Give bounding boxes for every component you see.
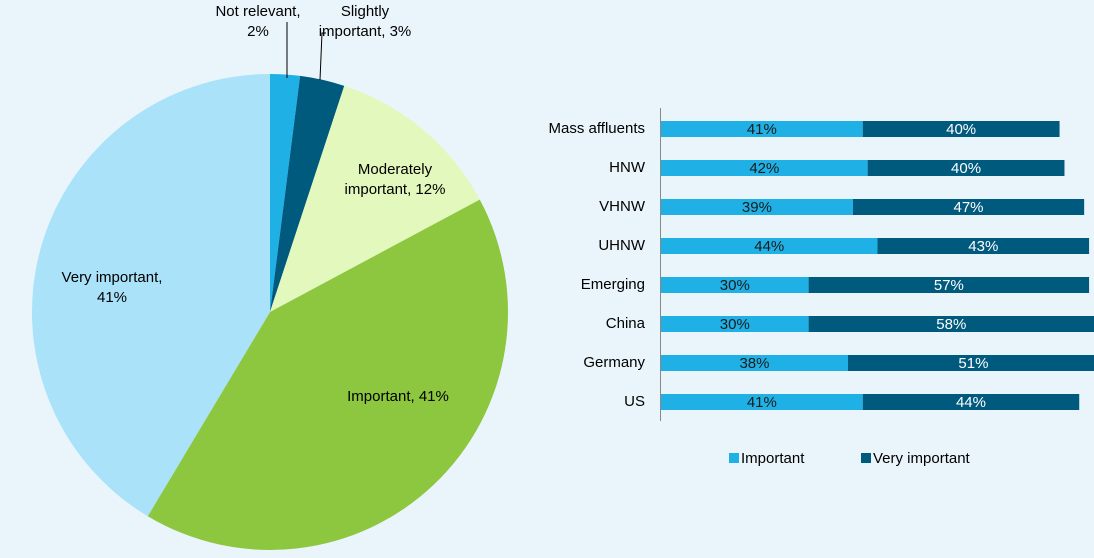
bar-value-label: 44% [754, 238, 784, 255]
slice-label: Important, 41% [347, 388, 449, 405]
category-label: China [606, 315, 646, 332]
pie-slice [32, 74, 271, 517]
bar-value-label: 47% [954, 199, 984, 216]
bar-value-label: 41% [747, 394, 777, 411]
bar-value-label: 43% [968, 238, 998, 255]
bar-segment [661, 316, 809, 332]
slice-label: Moderately important, 12% [345, 161, 446, 198]
bar-segment [661, 394, 863, 410]
legend-swatch [729, 453, 739, 463]
bar-value-label: 39% [742, 199, 772, 216]
bar-segment [867, 160, 1065, 176]
bar-segment [661, 160, 868, 176]
slice-label: Not relevant, 2% [215, 3, 300, 40]
bar-segment [661, 121, 863, 137]
slice-label: Slightly important, 3% [319, 3, 412, 40]
slice-label: Very important, 41% [62, 269, 163, 306]
bar-value-label: 30% [720, 277, 750, 294]
legend-swatch [861, 453, 871, 463]
pie-slice [147, 199, 509, 551]
pie-slice [270, 75, 345, 312]
bar-segment [661, 238, 878, 254]
bar-value-label: 38% [739, 355, 769, 372]
bar-value-label: 30% [720, 316, 750, 333]
category-label: VHNW [599, 198, 646, 215]
pie-slice [270, 85, 480, 312]
category-label: HNW [609, 159, 646, 176]
bar-value-label: 40% [946, 121, 976, 138]
bar-value-label: 44% [956, 394, 986, 411]
bar-segment [877, 238, 1090, 254]
category-label: Emerging [581, 276, 645, 293]
bar-segment [862, 394, 1080, 410]
leader-line [319, 32, 326, 81]
bar-segment [847, 355, 1094, 371]
bar-segment [661, 277, 809, 293]
bar-segment [852, 199, 1085, 215]
bar-value-label: 51% [958, 355, 988, 372]
bar-value-label: 41% [747, 121, 777, 138]
bar-value-label: 57% [934, 277, 964, 294]
category-label: US [624, 393, 645, 410]
bar-segment [808, 316, 1094, 332]
bar-value-label: 58% [936, 316, 966, 333]
bar-segment [808, 277, 1090, 293]
legend-label: Important [741, 450, 805, 467]
bar-segment [661, 355, 848, 371]
category-label: Germany [583, 354, 645, 371]
category-label: UHNW [598, 237, 645, 254]
bar-value-label: 40% [951, 160, 981, 177]
legend-label: Very important [873, 450, 971, 467]
category-label: Mass affluents [549, 120, 645, 137]
pie-slice [270, 74, 301, 312]
bar-segment [862, 121, 1060, 137]
bar-value-label: 42% [749, 160, 779, 177]
bar-segment [661, 199, 853, 215]
